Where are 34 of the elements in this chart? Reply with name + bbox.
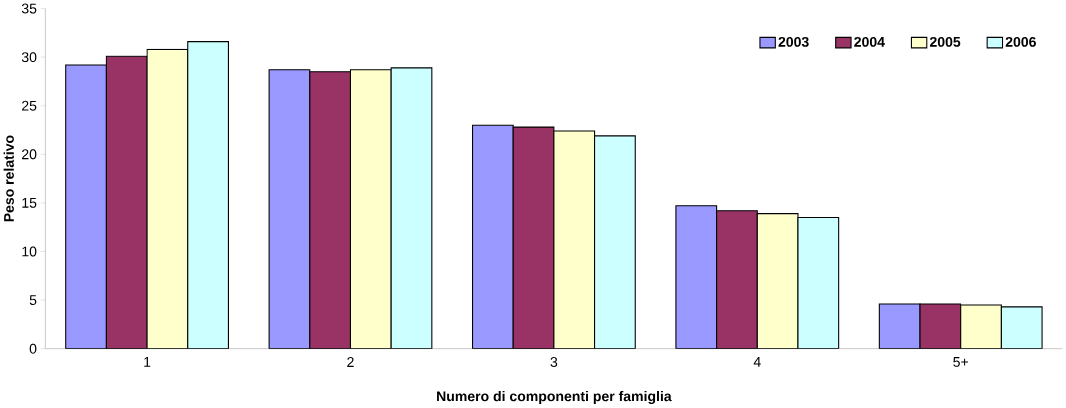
x-tick-label: 1 — [144, 357, 151, 367]
x-tick-label: 4 — [753, 357, 761, 367]
bar — [390, 67, 433, 349]
bar — [268, 69, 311, 349]
legend-label: 2003 — [778, 37, 809, 48]
y-tick-label: 10 — [22, 246, 37, 257]
legend-label: 2004 — [854, 37, 885, 48]
y-tick-label: 25 — [22, 100, 37, 111]
bar — [309, 71, 352, 349]
y-tick-label: 15 — [22, 198, 37, 208]
bar — [675, 205, 718, 349]
legend-label: 2005 — [929, 37, 961, 48]
bar — [1000, 306, 1043, 349]
y-tick-label: 35 — [21, 3, 37, 14]
x-axis-title: Numero di componenti per famiglia — [437, 391, 672, 405]
bar — [878, 303, 921, 349]
bar — [797, 217, 840, 349]
bar — [716, 210, 758, 349]
bar — [594, 135, 636, 349]
bar — [512, 126, 555, 349]
bar — [65, 64, 107, 349]
legend-label: 2006 — [1005, 37, 1036, 48]
y-tick-label: 0 — [29, 343, 37, 354]
x-tick-label: 2 — [347, 357, 354, 368]
y-tick-label: 20 — [22, 149, 37, 160]
x-tick-label: 5+ — [953, 357, 969, 368]
bar — [187, 41, 229, 349]
y-tick-label: 30 — [21, 52, 37, 63]
bar — [471, 124, 514, 349]
x-tick-label: 3 — [550, 357, 558, 368]
y-tick-label: 5 — [29, 295, 37, 306]
y-axis-title: Peso relativo — [3, 135, 14, 222]
bar — [105, 55, 148, 349]
bar — [919, 303, 962, 349]
